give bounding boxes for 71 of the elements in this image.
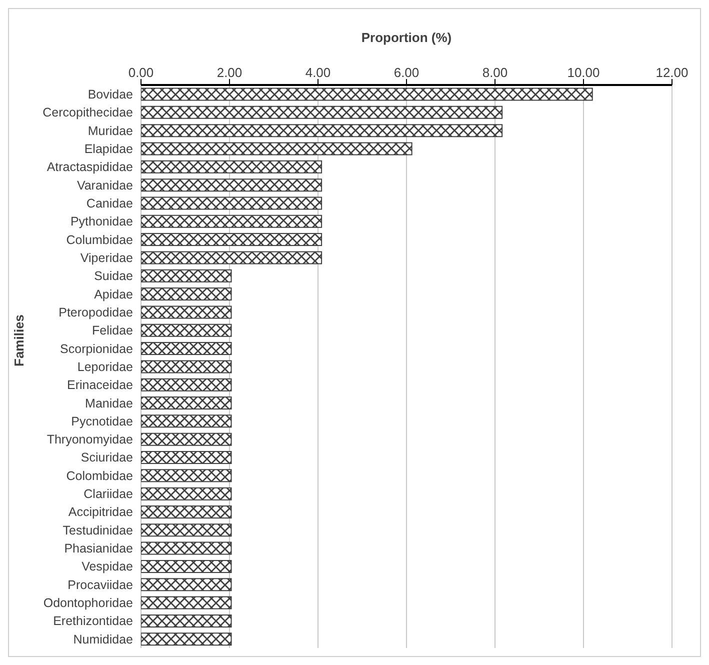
- bar: [141, 178, 322, 192]
- x-tick-label: 12.00: [656, 65, 688, 80]
- bar: [141, 160, 322, 174]
- y-tick-label: Vespidae: [82, 560, 134, 574]
- y-tick-label: Scorpionidae: [60, 342, 134, 356]
- bar: [141, 360, 232, 374]
- bar: [141, 614, 232, 628]
- y-tick-label: Thryonomyidae: [46, 432, 134, 447]
- y-tick-label: Erinaceidae: [66, 378, 134, 392]
- y-tick-label: Pycnotidae: [71, 414, 134, 428]
- x-tick-label: 6.00: [394, 65, 420, 80]
- bar: [141, 450, 232, 464]
- y-tick-label: Muridae: [88, 124, 134, 138]
- y-tick-label: Varanidae: [76, 178, 134, 192]
- bar: [141, 432, 232, 446]
- y-tick-label: Procaviidae: [68, 578, 134, 592]
- bar: [141, 578, 232, 592]
- bar: [141, 124, 503, 138]
- bar: [141, 288, 232, 301]
- y-tick-label: Felidae: [92, 324, 134, 338]
- y-tick-label: Bovidae: [88, 88, 134, 102]
- bar: [141, 487, 232, 500]
- y-tick-label: Numididae: [73, 632, 134, 646]
- y-tick-label: Viperidae: [80, 250, 134, 265]
- bar: [141, 524, 232, 537]
- y-axis-title: Families: [12, 314, 27, 366]
- y-tick-label: Pteropodidae: [58, 305, 134, 320]
- bar: [141, 88, 593, 101]
- y-tick-label: Atractaspididae: [46, 160, 134, 174]
- bar: [141, 106, 503, 119]
- bar: [141, 251, 322, 264]
- bar: [141, 342, 232, 356]
- bar: [141, 505, 232, 518]
- y-tick-label: Cercopithecidae: [42, 106, 134, 120]
- y-tick-label: Suidae: [94, 269, 134, 284]
- x-tick-label: 2.00: [216, 65, 242, 80]
- y-tick-label: Clariidae: [84, 487, 134, 502]
- bar: [141, 269, 232, 282]
- y-tick-label: Odontophoridae: [43, 596, 134, 610]
- x-tick-label: 8.00: [482, 65, 508, 80]
- bar: [141, 142, 412, 156]
- y-tick-label: Columbidae: [66, 232, 134, 247]
- bar: [141, 233, 322, 246]
- y-tick-label: Pythonidae: [70, 214, 134, 229]
- y-tick-label: Erethizontidae: [53, 614, 134, 628]
- y-tick-label: Colombidae: [66, 468, 134, 483]
- bar: [141, 214, 322, 228]
- bar: [141, 469, 232, 482]
- y-tick-label: Leporidae: [77, 360, 134, 374]
- y-tick-label: Canidae: [86, 196, 134, 210]
- x-tick-label: 10.00: [567, 65, 600, 80]
- bar: [141, 632, 232, 646]
- bar: [141, 306, 232, 319]
- bar: [141, 196, 322, 210]
- bar: [141, 596, 232, 610]
- x-tick-label: 0.00: [128, 65, 154, 80]
- y-tick-label: Phasianidae: [64, 542, 134, 556]
- bar: [141, 378, 232, 392]
- x-axis-title: Proportion (%): [361, 30, 452, 46]
- bar: [141, 414, 232, 428]
- y-tick-label: Sciuridae: [80, 450, 134, 465]
- y-tick-label: Testudinidae: [62, 523, 134, 538]
- y-tick-label: Elapidae: [84, 142, 134, 156]
- x-tick-label: 4.00: [305, 65, 331, 80]
- y-tick-label: Accipitridae: [68, 505, 134, 520]
- bar: [141, 542, 232, 555]
- bar: [141, 396, 232, 410]
- bar: [141, 324, 232, 337]
- y-tick-label: Manidae: [85, 396, 134, 410]
- y-tick-label: Apidae: [94, 287, 134, 302]
- bar: [141, 560, 232, 573]
